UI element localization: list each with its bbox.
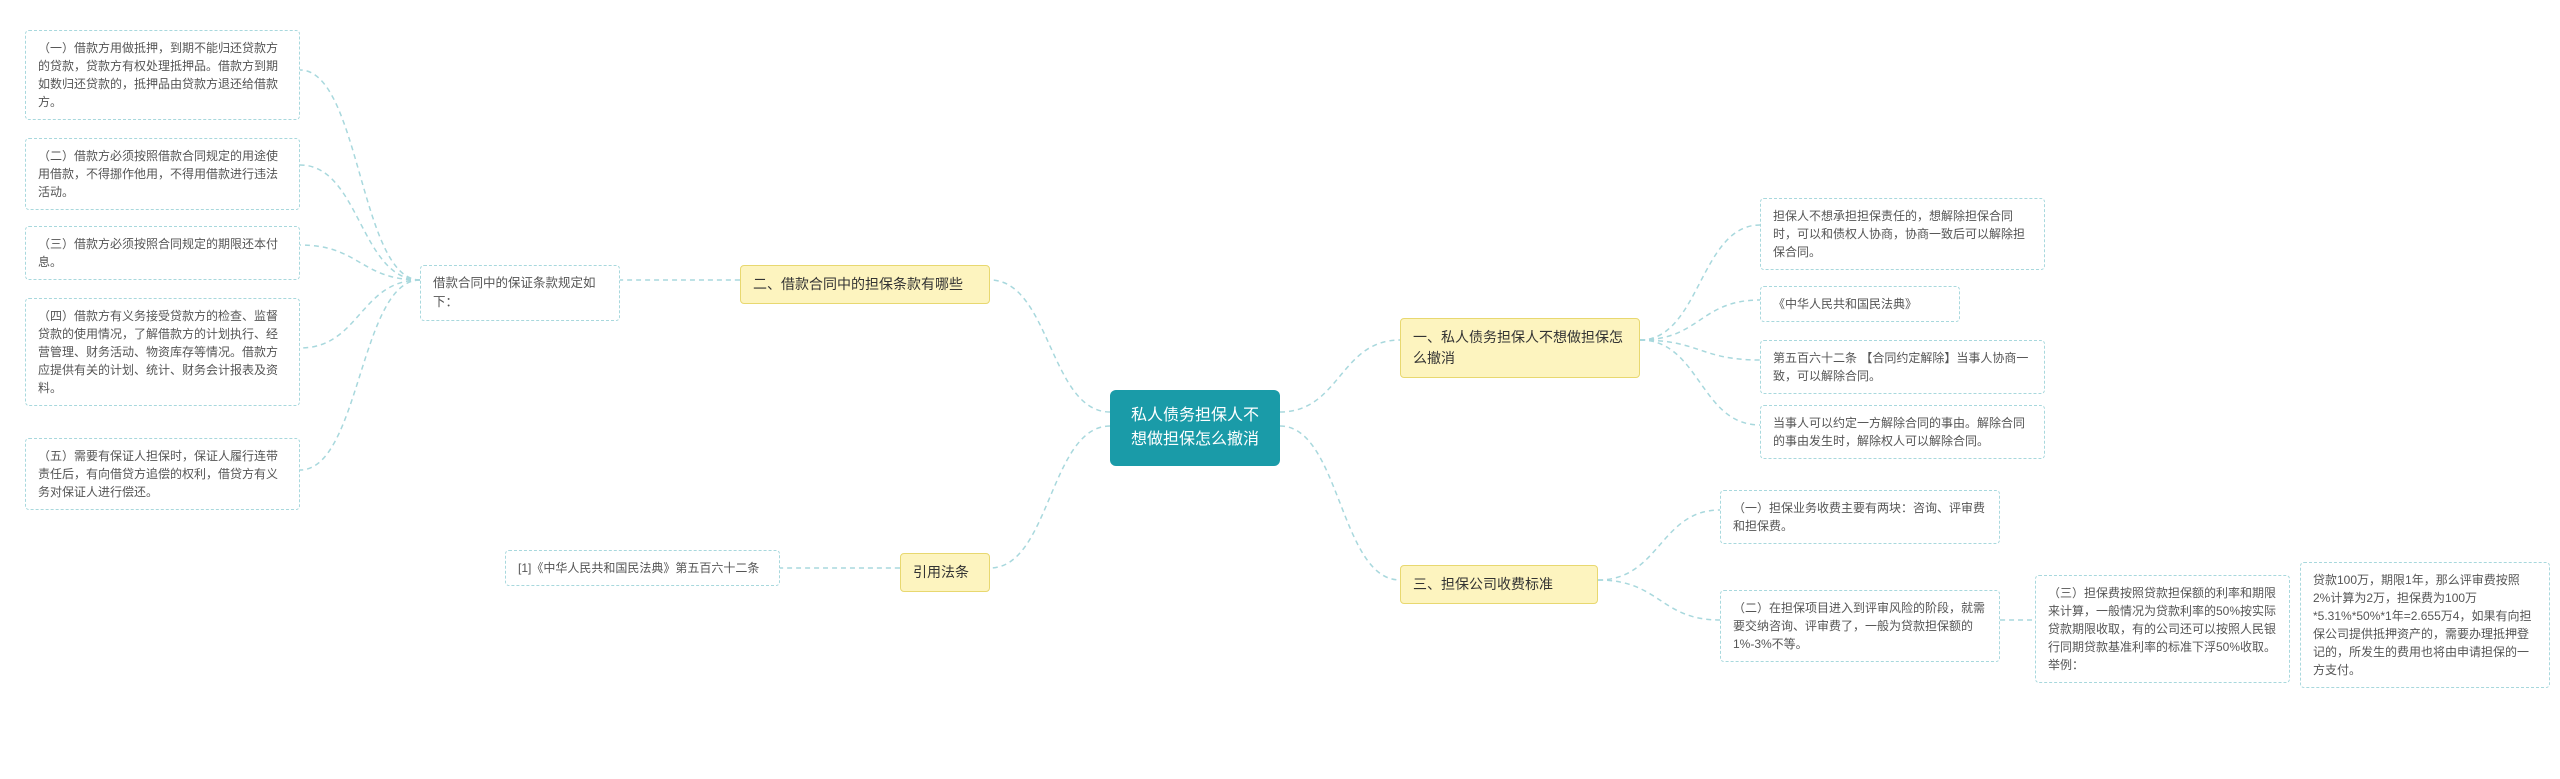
branch-3-leaf-4: 贷款100万，期限1年，那么评审费按照2%计算为2万，担保费为100万*5.31… [2300,562,2550,688]
branch-2-leaf-4: （四）借款方有义务接受贷款方的检查、监督贷款的使用情况，了解借款方的计划执行、经… [25,298,300,406]
branch-2-leaf-5: （五）需要有保证人担保时，保证人履行连带责任后，有向借贷方追偿的权利，借贷方有义… [25,438,300,510]
branch-1-leaf-4: 当事人可以约定一方解除合同的事由。解除合同的事由发生时，解除权人可以解除合同。 [1760,405,2045,459]
branch-1: 一、私人债务担保人不想做担保怎么撤消 [1400,318,1640,378]
branch-1-leaf-3: 第五百六十二条 【合同约定解除】当事人协商一致，可以解除合同。 [1760,340,2045,394]
branch-2-sub: 借款合同中的保证条款规定如下： [420,265,620,321]
branch-2-leaf-1: （一）借款方用做抵押，到期不能归还贷款方的贷款，贷款方有权处理抵押品。借款方到期… [25,30,300,120]
branch-4: 引用法条 [900,553,990,592]
branch-1-leaf-1: 担保人不想承担担保责任的，想解除担保合同时，可以和债权人协商，协商一致后可以解除… [1760,198,2045,270]
branch-3-leaf-1: （一）担保业务收费主要有两块：咨询、评审费和担保费。 [1720,490,2000,544]
branch-1-leaf-2: 《中华人民共和国民法典》 [1760,286,1960,322]
branch-2-leaf-2: （二）借款方必须按照借款合同规定的用途使用借款，不得挪作他用，不得用借款进行违法… [25,138,300,210]
root-node: 私人债务担保人不想做担保怎么撤消 [1110,390,1280,466]
branch-2: 二、借款合同中的担保条款有哪些 [740,265,990,304]
branch-3-leaf-3: （三）担保费按照贷款担保额的利率和期限来计算，一般情况为贷款利率的50%按实际贷… [2035,575,2290,683]
branch-4-leaf-1: [1]《中华人民共和国民法典》第五百六十二条 [505,550,780,586]
branch-2-leaf-3: （三）借款方必须按照合同规定的期限还本付息。 [25,226,300,280]
branch-3: 三、担保公司收费标准 [1400,565,1598,604]
branch-3-leaf-2: （二）在担保项目进入到评审风险的阶段，就需要交纳咨询、评审费了，一般为贷款担保额… [1720,590,2000,662]
